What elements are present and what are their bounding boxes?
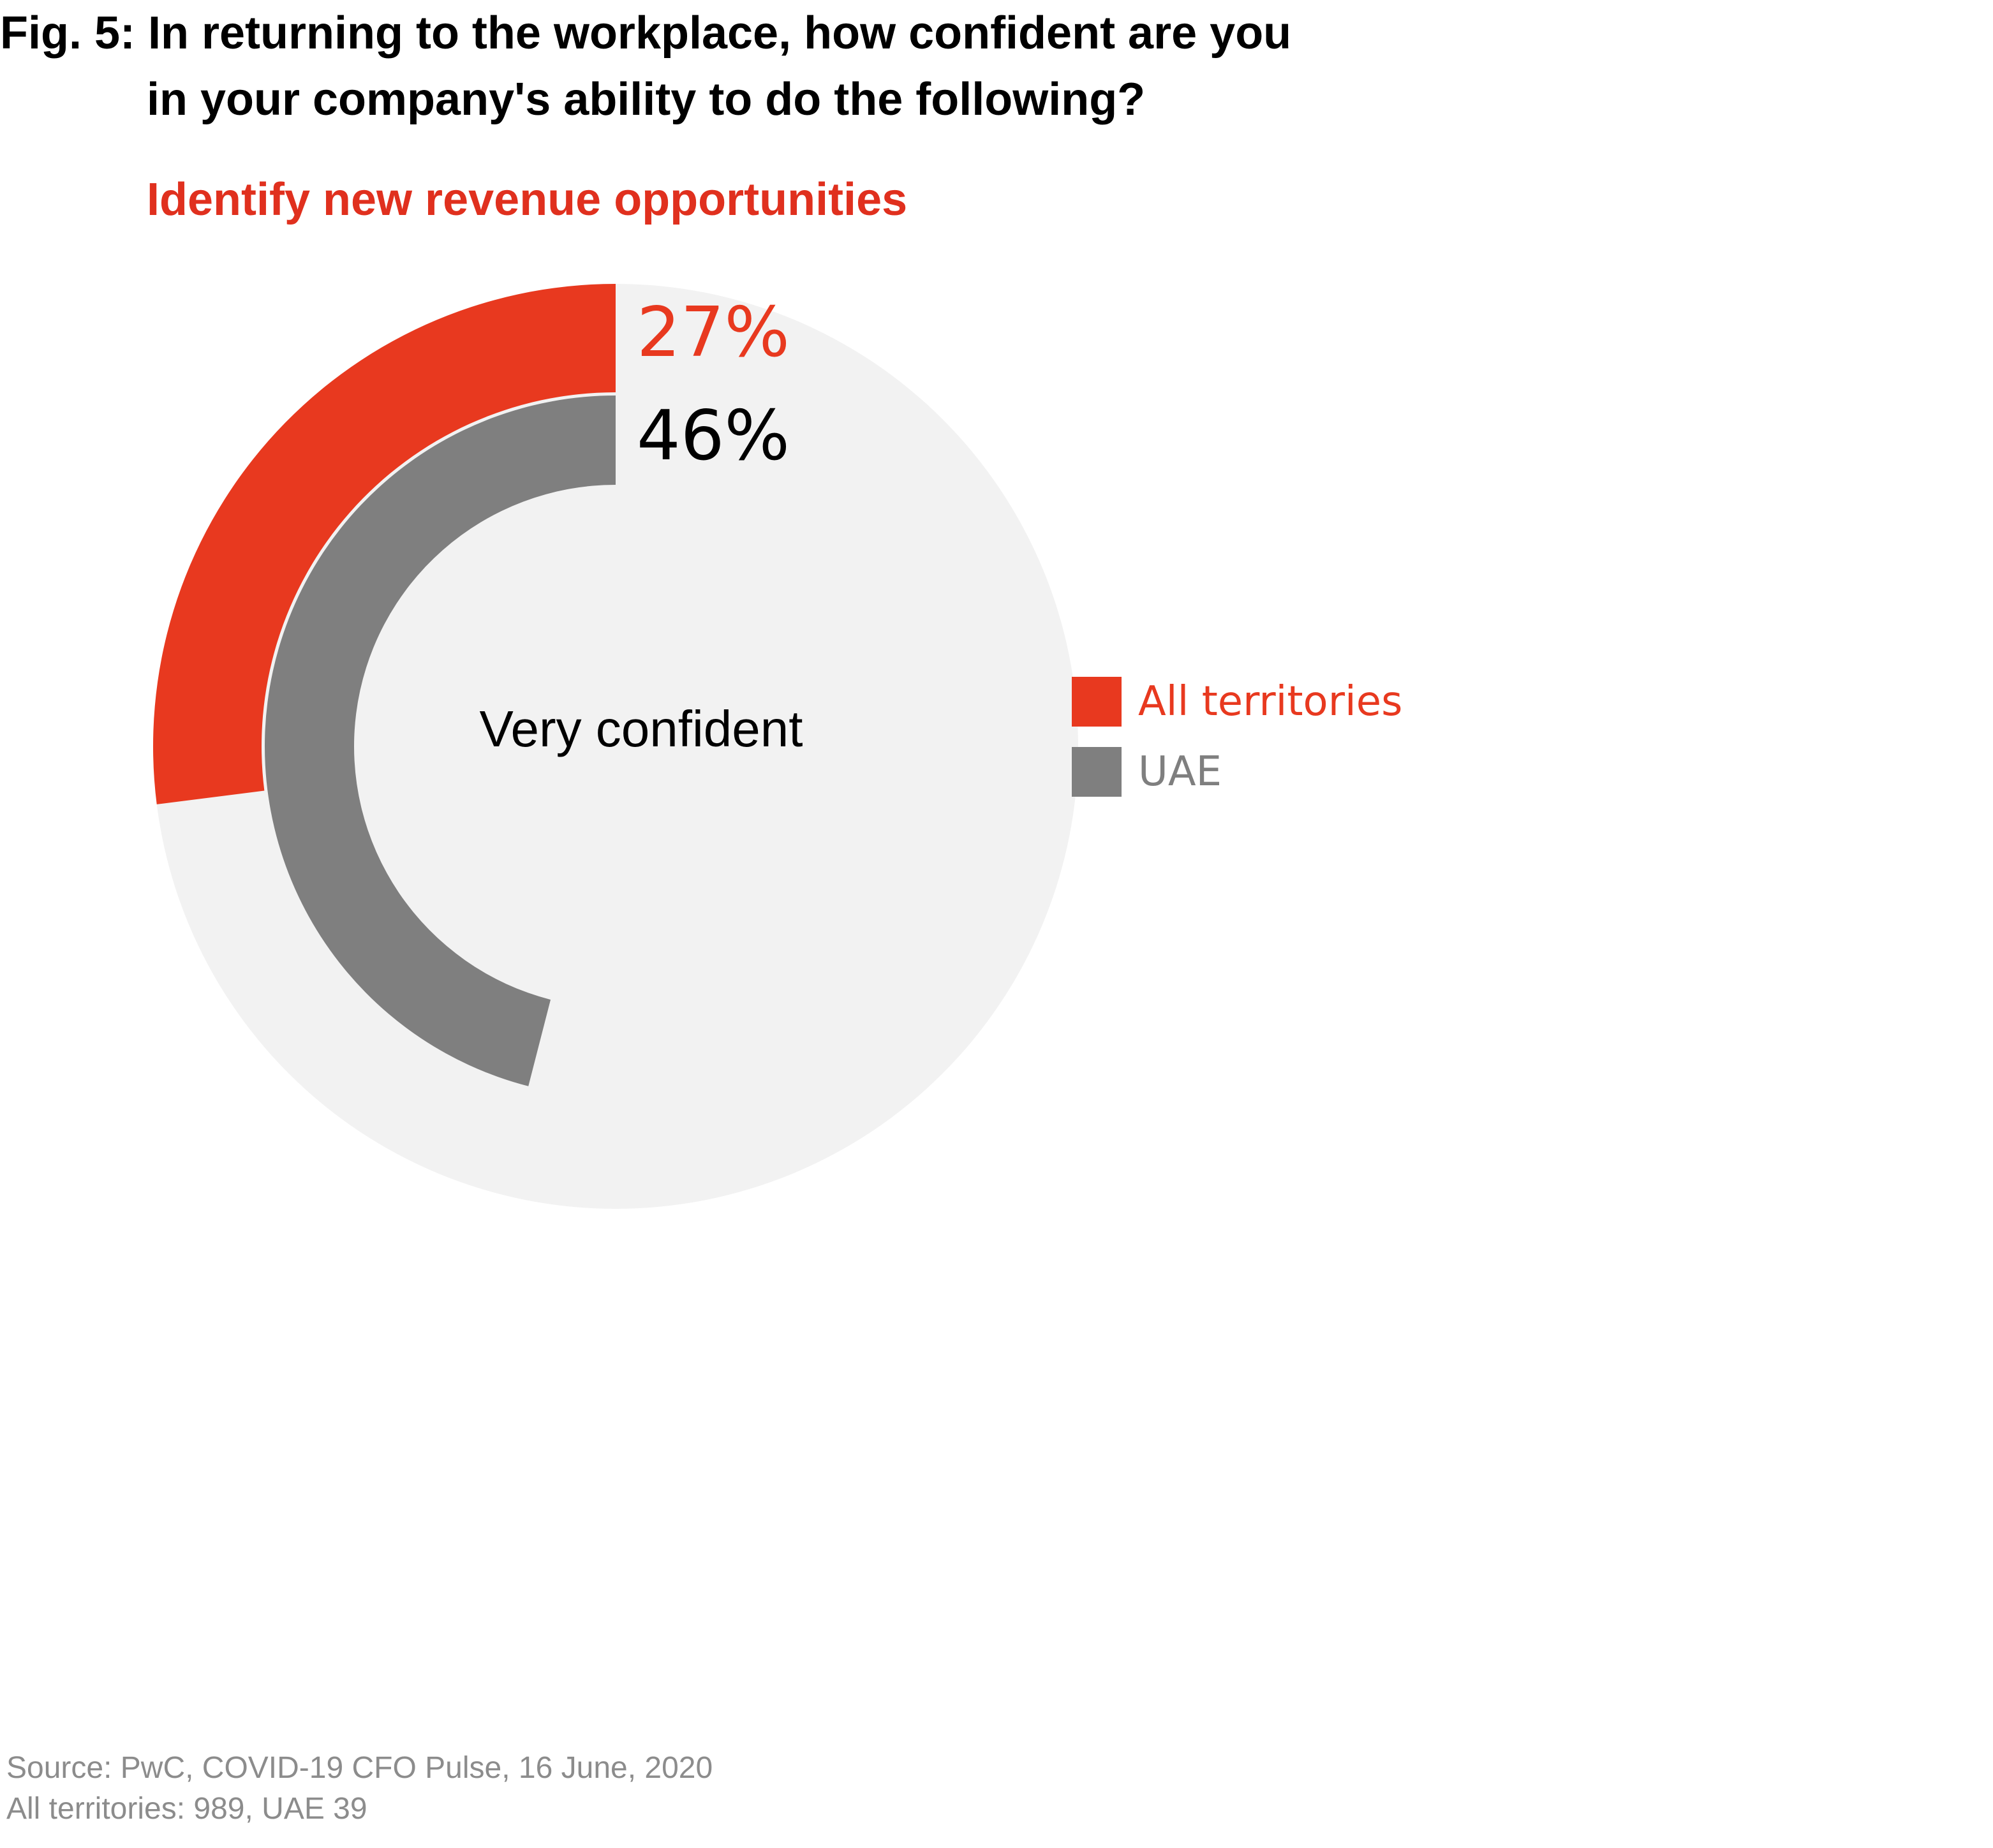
center-label: Very confident	[480, 700, 803, 757]
legend-label-all-territories: All territories	[1138, 678, 1403, 725]
chart-subtitle: Identify new revenue opportunities	[147, 174, 908, 225]
legend-swatch-all-territories	[1072, 677, 1122, 727]
legend-item-uae: UAE	[1072, 746, 1403, 797]
data-label-all-territories: 27%	[637, 293, 790, 373]
legend-swatch-uae	[1072, 747, 1122, 797]
legend-label-uae: UAE	[1138, 748, 1222, 795]
bar-uae	[264, 395, 616, 1086]
legend-item-all-territories: All territories	[1072, 676, 1403, 727]
data-label-uae: 46%	[637, 396, 790, 476]
source-line-2: All territories: 989, UAE 39	[6, 1792, 367, 1826]
figure-title-line-1: Fig. 5: In returning to the workplace, h…	[0, 8, 1292, 59]
figure-title-line-2: in your company's ability to do the foll…	[147, 74, 1146, 125]
source-note: Source: PwC, COVID-19 CFO Pulse, 16 June…	[6, 1748, 713, 1830]
figure-title: Fig. 5: In returning to the workplace, h…	[0, 0, 1467, 133]
source-line-1: Source: PwC, COVID-19 CFO Pulse, 16 June…	[6, 1751, 713, 1785]
bar-all-territories	[153, 284, 616, 804]
legend: All territories UAE	[1072, 676, 1403, 817]
